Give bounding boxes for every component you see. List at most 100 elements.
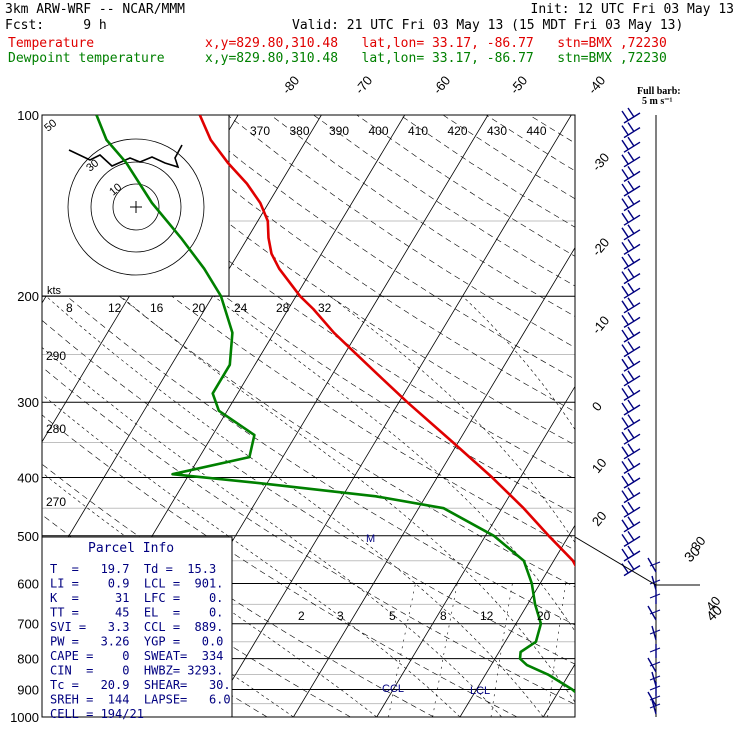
wind-barb [621,341,641,358]
dry-adiabat [399,115,575,228]
pressure-tick-label: 600 [17,576,39,591]
isotherm [542,663,575,717]
mixing-ratio-label: 8 [440,609,447,623]
mixing-ratio-line [599,583,614,717]
wind-barb [621,355,641,372]
sounding-traces [95,115,693,717]
wind-barb [621,239,641,255]
wind-barb [649,644,661,658]
moist-adiabat [45,295,544,717]
isotherm-label: -80 [279,73,303,97]
parcel-info-row: PW = 3.26 YGP = 0.0 [50,635,223,649]
dry-adiabat [42,319,575,665]
mixing-ratio-label: 12 [480,609,494,623]
wind-barb [621,370,641,387]
parcel-info-row: Tc = 20.9 SHEAR= 30. [50,678,231,692]
mixing-ratio-label: 5 [389,609,396,623]
wind-barb [621,501,641,518]
theta-e-label: 370 [250,124,270,138]
theta-label: 270 [46,495,66,509]
wind-barb [621,428,641,445]
wind-barb [621,136,641,153]
wind-barb [621,443,641,460]
isotherm [376,385,575,717]
hodograph-ring [90,161,182,253]
isotherm [627,115,740,717]
wind-barb [621,253,641,270]
wind-barb [621,531,641,547]
wind-barb [649,590,661,604]
wind-barb [649,575,661,591]
parcel-info-row: K = 31 LFC = 0. [50,591,223,605]
wind-profile-frame [574,536,700,586]
isotherm-label: 10 [589,455,610,476]
moist-adiabat [330,295,575,544]
isotherm-label: -10 [589,313,613,337]
dry-adiabat [356,115,575,257]
wind-barb [621,545,641,562]
isotherm-label: -20 [589,235,613,259]
pressure-tick-label: 300 [17,395,39,410]
dry-adiabat [485,115,575,172]
pressure-tick-label: 200 [17,289,39,304]
wind-barb [621,326,641,343]
temperature-location: x,y=829.80,310.48 lat,lon= 33.17, -86.77… [205,36,667,51]
theta-e-label: 430 [487,124,507,138]
wind-barb [621,122,641,139]
theta-e-label: 400 [369,124,389,138]
parcel-info-row: TT = 45 EL = 0. [50,606,223,620]
wind-barb [621,399,641,416]
theta-e-label: 420 [448,124,468,138]
theta-e-label: 390 [329,124,349,138]
lcl-marker: LCL [470,685,490,697]
pressure-tick-label: 700 [17,617,39,632]
hodograph-speed-label: 12 [108,301,122,315]
parcel-info-row: LI = 0.9 LCL = 901. [50,577,223,591]
theta-e-label: 380 [290,124,310,138]
wind-barb [621,312,641,328]
moist-adiabat [584,296,740,717]
full-barb-label: Full barb: [637,86,681,97]
moist-adiabat [462,295,575,431]
hodograph-unit-label: kts [47,285,62,297]
forecast-hour: Fcst: 9 h [5,18,107,33]
hodograph-ring [112,183,160,231]
wind-barb [647,557,661,573]
wind-barb [621,385,641,401]
theta-label: 280 [46,422,66,436]
dry-adiabat [141,115,575,413]
wind-barb [621,472,641,489]
pressure-tick-label: 1000 [10,710,39,725]
pressure-tick-label: 400 [17,470,39,485]
wind-barb [621,224,641,241]
wind-barb [649,682,661,696]
wind-barb [649,625,661,641]
wind-barb [621,282,641,299]
moist-adiabat [213,295,575,632]
isotherm-label: 20 [589,508,610,529]
wind-barb [621,414,641,431]
parcel-path [597,690,693,717]
wind-barb [621,107,641,124]
wind-barb [621,209,641,226]
dry-adiabat [227,115,575,348]
mixing-ratio-label: 2 [298,609,305,623]
hodograph-speed-label: 32 [318,301,332,315]
hodograph-speed-label: 8 [66,301,73,315]
isotherm [459,524,575,717]
wind-barb [621,487,641,504]
hodograph-speed-label: 20 [192,301,206,315]
dry-adiabat [529,115,575,144]
mixing-ratio-label: 20 [537,609,551,623]
moist-adiabat [42,538,294,717]
parcel-info-row: CAPE = 0 SWEAT= 334 [50,649,223,663]
wind-barb [647,657,661,673]
hodograph-speed-label: 24 [234,301,248,315]
dry-adiabat [42,366,575,705]
hodograph-trace [68,144,183,169]
pressure-tick-label: 800 [17,652,39,667]
dewpoint-legend-label: Dewpoint temperature [8,51,165,66]
dry-adiabat [442,115,575,200]
dewpoint-trace [95,115,575,694]
